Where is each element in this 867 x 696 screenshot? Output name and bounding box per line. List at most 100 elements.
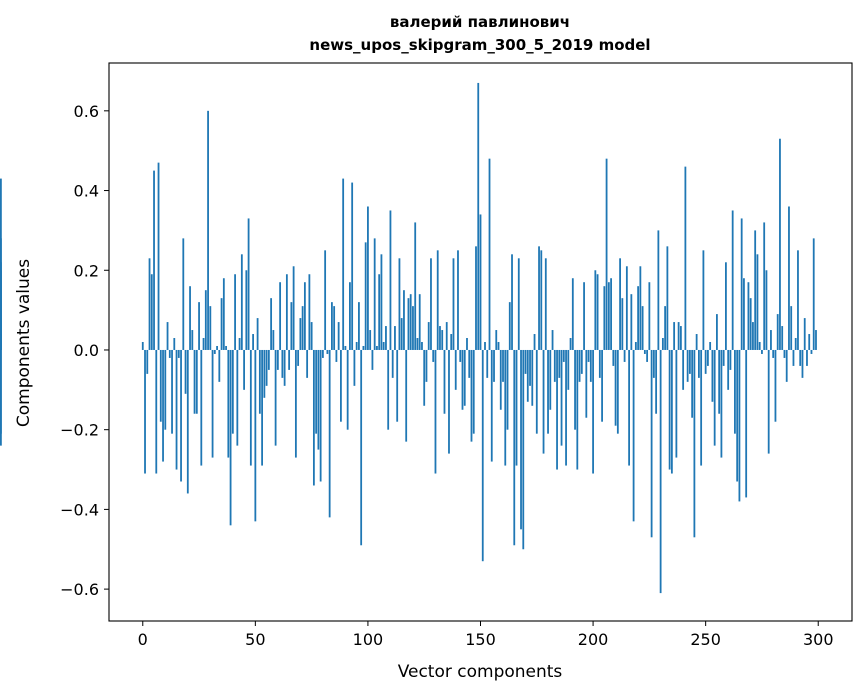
bar-component-44 (240, 254, 243, 350)
bar-component-159 (499, 349, 502, 410)
bar-component-186 (560, 349, 563, 446)
bar-component-214 (623, 349, 626, 362)
bar-component-86 (335, 349, 338, 362)
bar-component-240 (682, 349, 685, 390)
bar-component-98 (362, 345, 365, 350)
bar-component-232 (664, 306, 667, 350)
bar-component-291 (797, 250, 799, 350)
bar-component-134 (443, 349, 446, 414)
bar-component-266 (740, 218, 743, 350)
bar-component-112 (394, 326, 396, 350)
bar-component-223 (643, 349, 646, 354)
x-tick-label: 150 (465, 630, 496, 649)
bar-component-169 (522, 349, 525, 550)
bar-component-9 (162, 349, 164, 462)
bar-component-91 (346, 349, 349, 430)
bar-component-72 (303, 282, 306, 350)
bar-component-248 (700, 349, 703, 466)
bar-component-292 (799, 349, 802, 366)
plot-area-frame (108, 62, 853, 622)
bar-component-71 (301, 306, 304, 350)
bar-component-160 (502, 349, 504, 382)
bar-component-253 (711, 349, 714, 402)
bar-component-99 (364, 242, 367, 350)
bar-component-84 (331, 302, 333, 350)
bar-component-242 (686, 349, 689, 382)
bar-component-282 (776, 314, 779, 350)
bar-component-117 (405, 349, 408, 442)
x-tick-label: 0 (138, 630, 148, 649)
bar-component-171 (526, 349, 529, 402)
bar-component-236 (673, 322, 676, 350)
bar-component-151 (481, 349, 484, 562)
bar-component-192 (574, 349, 576, 430)
bar-component-297 (810, 349, 813, 354)
bar-component-62 (281, 349, 284, 378)
bar-component-45 (243, 349, 245, 390)
bar-component-64 (285, 274, 288, 350)
bar-component-87 (337, 322, 340, 350)
bar-component-217 (630, 294, 633, 350)
bar-component-10 (164, 349, 167, 430)
bar-component-58 (272, 330, 275, 350)
bar-component-42 (236, 349, 239, 446)
bar-component-108 (385, 326, 387, 350)
bar-component-168 (520, 349, 522, 530)
bar-component-259 (725, 262, 727, 350)
bar-component-15 (175, 349, 178, 470)
bar-component-262 (731, 210, 734, 350)
bar-component-156 (493, 349, 495, 382)
bar-component-170 (524, 349, 527, 374)
bar-component-258 (722, 349, 725, 366)
bar-component-137 (450, 334, 453, 350)
bar-component-17 (180, 349, 182, 482)
bar-component-243 (688, 349, 691, 374)
bar-component-289 (792, 349, 795, 366)
bar-component-81 (324, 250, 327, 350)
bar-component-184 (556, 349, 558, 470)
bar-component-8 (159, 349, 162, 422)
bar-component-126 (425, 349, 428, 382)
bar-component-41 (234, 274, 236, 350)
bar-component-146 (470, 349, 473, 442)
bar-component-270 (749, 298, 752, 350)
bar-component-144 (466, 338, 468, 350)
bar-component-83 (328, 349, 331, 518)
x-axis-label: Vector components (398, 662, 563, 682)
bar-component-142 (461, 349, 464, 410)
bar-component-57 (270, 298, 273, 350)
bar-component-257 (720, 349, 723, 458)
bar-component-47 (247, 218, 250, 350)
bar-component-206 (605, 158, 608, 350)
bar-component-153 (486, 349, 489, 378)
bar-component-155 (490, 349, 493, 462)
bar-component-22 (191, 330, 194, 350)
bar-component-166 (515, 349, 518, 466)
bar-component-264 (736, 349, 739, 482)
bar-component-101 (369, 330, 372, 350)
bar-component-293 (801, 349, 804, 378)
bar-component-67 (292, 266, 295, 350)
bar-component-202 (596, 274, 599, 350)
chart-title-line1: валерий павлинович (390, 13, 570, 31)
bar-component-296 (808, 334, 811, 350)
bar-component-286 (785, 349, 788, 382)
bar-component-93 (351, 182, 354, 350)
bar-component-24 (195, 349, 198, 414)
bar-component-225 (648, 282, 651, 350)
bar-component-97 (360, 349, 363, 546)
bar-component-173 (531, 349, 534, 406)
bar-component-145 (468, 349, 471, 378)
bar-component-77 (315, 349, 318, 434)
x-tick-label: 250 (690, 630, 721, 649)
bar-component-191 (571, 278, 574, 350)
bar-component-281 (774, 349, 777, 422)
bar-component-25 (198, 302, 200, 350)
bar-component-1 (144, 349, 146, 474)
bar-component-200 (592, 349, 594, 474)
bar-component-122 (416, 338, 419, 350)
bar-component-118 (407, 298, 410, 350)
bar-component-220 (637, 286, 640, 350)
bar-component-82 (326, 349, 329, 354)
